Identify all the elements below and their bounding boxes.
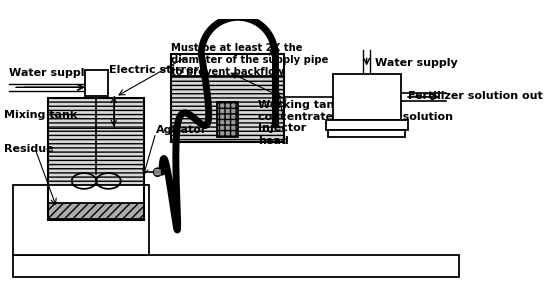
Text: Fertilizer solution out: Fertilizer solution out (408, 91, 542, 101)
Bar (13, 255, 459, 277)
Polygon shape (155, 170, 160, 175)
Bar (48, 203, 145, 219)
Bar (170, 76, 284, 142)
Text: Must be at least 2X the
diameter of the supply pipe
to prevent backflow: Must be at least 2X the diameter of the … (170, 43, 328, 77)
Text: Electric stirrer: Electric stirrer (109, 65, 200, 75)
Text: Water supply: Water supply (376, 59, 458, 68)
Text: Residue: Residue (4, 144, 54, 153)
Bar (170, 54, 284, 142)
Text: Fertilizer
proportioner: Fertilizer proportioner (331, 86, 403, 108)
Bar (48, 98, 145, 220)
Bar (326, 120, 408, 130)
Text: Mixing tank: Mixing tank (4, 110, 78, 120)
Text: Working tank with
concentrated fertilizer solution: Working tank with concentrated fertilize… (258, 99, 453, 122)
Bar (328, 130, 405, 137)
Bar (333, 74, 401, 120)
Polygon shape (155, 170, 160, 175)
Text: Agitator: Agitator (156, 125, 207, 135)
Text: Water supply: Water supply (9, 68, 91, 78)
Bar (48, 98, 145, 203)
Bar (13, 185, 148, 255)
Text: Injector
head: Injector head (258, 123, 306, 145)
Bar (217, 102, 238, 137)
Bar (85, 70, 108, 96)
